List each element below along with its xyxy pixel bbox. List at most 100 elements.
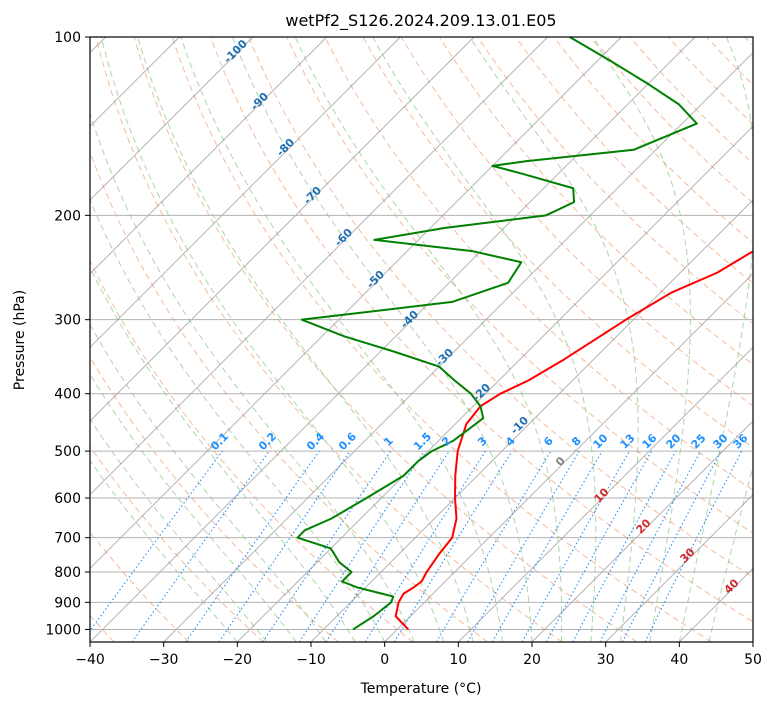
y-axis-label: Pressure (hPa)	[12, 290, 28, 390]
x-tick-label: 50	[744, 652, 762, 668]
line-labels: -100-90-80-70-60-50-40-30-20-100.1 0.2 0.4…	[208, 37, 751, 597]
moist-adiabat-line	[90, 198, 386, 642]
moist-adiabat-line	[90, 266, 356, 642]
dry-adiabat-label: -40	[398, 308, 421, 331]
mixing-ratio-label: 10	[591, 431, 611, 451]
mixing-ratio-line	[599, 450, 702, 642]
x-tick-label: −30	[149, 652, 179, 668]
dry-adiabat-label: -70	[301, 184, 324, 207]
mixing-ratio-line	[131, 450, 270, 642]
moist-adiabat-line	[469, 37, 639, 642]
mixing-ratio-label: 16	[640, 431, 660, 451]
plot-area: -100-90-80-70-60-50-40-30-20-100.1 0.2 0.4…	[90, 37, 753, 642]
dry-adiabat-line	[90, 445, 264, 642]
x-tick-label: −20	[223, 652, 253, 668]
x-axis-label: Temperature (°C)	[360, 681, 482, 697]
y-tick-label: 100	[54, 30, 81, 46]
dry-adiabat-line	[706, 37, 753, 86]
x-tick-label: 10	[449, 652, 467, 668]
moist-adiabat-line	[90, 373, 297, 642]
dry-adiabat-line	[629, 37, 753, 165]
dry-adiabat-line	[133, 37, 638, 642]
mixing-ratio-line	[644, 450, 743, 642]
dry-adiabat-line	[95, 37, 563, 642]
isotherm-line	[458, 346, 753, 642]
y-tick-label: 500	[54, 444, 81, 460]
dry-adiabat-line	[400, 37, 753, 407]
mixing-ratio-line	[218, 450, 351, 642]
moist-adiabat-label: 20	[634, 516, 654, 536]
moist-adiabat-line	[590, 37, 691, 642]
dry-adiabat-line	[248, 37, 753, 578]
isotherm-line	[90, 37, 696, 642]
isotherm-line	[90, 37, 401, 348]
mixing-ratio-line	[262, 450, 392, 642]
mixing-ratio-label: 13	[618, 432, 638, 452]
x-tick-label: −10	[296, 652, 326, 668]
moist-adiabat-line	[90, 323, 327, 642]
isotherm-line	[90, 37, 254, 201]
isotherm-line	[90, 37, 327, 275]
dry-adiabat-line	[744, 37, 753, 47]
dry-adiabat-line	[477, 37, 753, 325]
isotherms	[90, 37, 753, 642]
mixing-ratio-line	[467, 450, 580, 642]
mixing-ratio-line	[521, 450, 630, 642]
mixing-ratio-label: 0.4	[304, 430, 327, 453]
moist-adiabat-line	[294, 37, 563, 642]
axes-layer: −40 −30 −20 −10 0 10 20 30 40 50 1000 900 800 700 600 5…	[45, 30, 762, 668]
moist-adiabats	[90, 37, 753, 642]
dry-adiabat-line	[90, 531, 190, 642]
mixing-ratio-label: 1	[381, 434, 396, 449]
isotherm-line	[163, 52, 753, 642]
moist-adiabat-line	[100, 37, 445, 642]
moist-adiabat-line	[372, 37, 597, 642]
dry-adiabat-line	[515, 37, 753, 284]
isotherm-line	[90, 37, 475, 422]
dewpoint-profile-line	[296, 37, 698, 631]
mixing-ratio-line	[572, 450, 677, 642]
x-tick-label: 40	[670, 652, 688, 668]
x-tick-label: −40	[75, 652, 105, 668]
dry-adiabat-label: -80	[274, 136, 297, 159]
mixing-ratio-label: 30	[711, 431, 731, 451]
x-tick-label: 30	[597, 652, 615, 668]
x-tick-label: 20	[523, 652, 541, 668]
isotherm-line	[384, 273, 753, 642]
moist-adiabat-line	[180, 37, 504, 642]
mixing-ratio-label: 1.5	[411, 430, 434, 453]
mixing-ratio-label: 6	[541, 434, 556, 449]
dry-adiabat-line	[553, 37, 753, 244]
dry-adiabat-label: -50	[364, 268, 387, 291]
y-tick-label: 1000	[45, 622, 81, 638]
dry-adiabat-label: -10	[508, 414, 531, 437]
y-tick-label: 200	[54, 208, 81, 224]
mixing-ratio-line	[545, 450, 653, 642]
moist-adiabat-line	[708, 464, 753, 642]
dry-adiabat-line	[324, 37, 753, 491]
mixing-ratio-line	[298, 450, 425, 642]
isotherm-line	[310, 199, 753, 642]
isotherm-line	[752, 641, 753, 642]
mixing-ratio-label: 8	[569, 434, 584, 449]
moist-adiabat-line	[90, 418, 268, 642]
mixing-ratio-label: 0.2	[256, 430, 279, 453]
moist-adiabat-label: 30	[678, 545, 698, 565]
dry-adiabat-line	[591, 37, 753, 204]
dry-adiabat-label: -60	[332, 226, 355, 249]
y-tick-label: 800	[54, 565, 81, 581]
moist-adiabat-line	[231, 37, 533, 642]
series-layer	[296, 37, 753, 631]
y-tick-label: 600	[54, 491, 81, 507]
moist-adiabat-line	[678, 37, 753, 642]
mixing-ratio-lines	[90, 450, 743, 642]
isotherm-line	[605, 494, 753, 642]
mixing-ratio-line	[393, 450, 513, 642]
dry-adiabat-label: -100	[221, 37, 250, 66]
isotherm-line	[90, 37, 622, 569]
dry-adiabat-line	[90, 356, 339, 642]
y-tick-label: 900	[54, 595, 81, 611]
isotherm-line	[237, 125, 753, 642]
isotherm-line	[90, 37, 548, 496]
